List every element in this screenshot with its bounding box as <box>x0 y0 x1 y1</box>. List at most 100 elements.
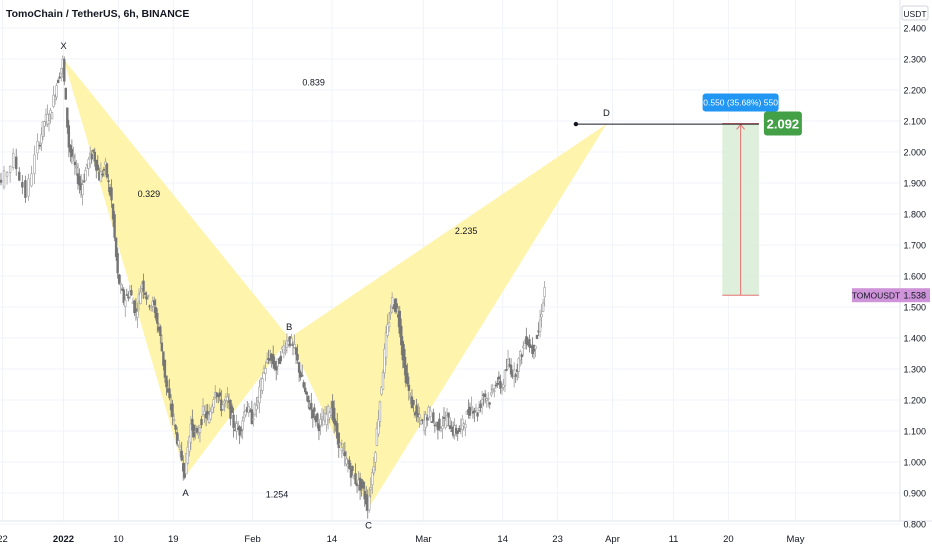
candle-body <box>195 427 199 433</box>
candle-body <box>445 414 449 426</box>
candle-body <box>15 156 18 170</box>
candle-body <box>454 427 458 434</box>
candle-body <box>371 472 374 486</box>
target-badge: 2.092 <box>767 116 800 131</box>
candle-body <box>534 345 537 350</box>
candle-body <box>403 348 406 368</box>
candle-body <box>162 351 165 366</box>
candle-body <box>264 368 267 374</box>
candle-body <box>69 145 72 153</box>
candle-body <box>509 364 513 375</box>
candle-body <box>351 465 354 471</box>
candle-body <box>383 348 386 374</box>
pattern-point-label: A <box>182 488 189 499</box>
candle-body <box>111 204 115 220</box>
candle-body <box>66 107 69 128</box>
candle-body <box>146 295 150 297</box>
candle-body <box>258 386 261 404</box>
pattern-point-label: B <box>286 322 292 333</box>
candle-body <box>221 404 225 410</box>
candle-body <box>261 378 264 391</box>
candle-body <box>209 411 212 420</box>
candle-body <box>494 384 498 387</box>
candle-body <box>442 416 446 419</box>
candle-body <box>497 376 501 380</box>
candle-body <box>206 411 209 415</box>
candle-body <box>493 390 496 393</box>
candle-body <box>175 432 179 445</box>
candle-body <box>473 410 476 413</box>
candle-body <box>247 406 250 413</box>
candle-body <box>304 387 307 393</box>
candle-body <box>160 342 164 352</box>
candle-body <box>168 388 171 399</box>
time-tick-label: Feb <box>244 534 260 545</box>
candle-body <box>273 360 276 370</box>
candle-body <box>172 419 176 421</box>
candle-body <box>337 432 340 448</box>
candle-body <box>345 458 348 465</box>
candle-body <box>186 446 189 464</box>
candle-body <box>107 180 110 183</box>
candle-body <box>84 169 87 181</box>
time-tick-label: 14 <box>327 534 338 545</box>
candle-body <box>78 176 81 186</box>
candle-body <box>464 424 467 429</box>
time-tick-label: 20 <box>723 534 734 545</box>
candle-body <box>387 322 391 328</box>
candle-body <box>203 411 206 415</box>
candle-body <box>198 427 202 433</box>
pattern-triangle-xab <box>63 59 290 476</box>
candle-body <box>381 372 385 390</box>
candle-body <box>389 311 392 315</box>
candle-body <box>49 109 52 115</box>
candle-body <box>439 428 443 431</box>
time-tick-label: 23 <box>552 534 563 545</box>
candle-body <box>317 423 321 432</box>
candle-body <box>418 414 421 418</box>
candle-body <box>284 349 287 352</box>
candle-body <box>235 423 238 432</box>
candle-body <box>311 409 315 419</box>
price-tick-label: 1.900 <box>903 179 926 189</box>
candle-body <box>96 164 100 171</box>
candle-body <box>218 392 222 397</box>
candle-body <box>92 149 95 152</box>
candle-body <box>523 342 527 349</box>
candle-body <box>293 344 296 348</box>
price-tick-label: 1.500 <box>903 303 926 313</box>
candle-body <box>374 452 377 463</box>
candle-body <box>354 473 357 485</box>
time-tick-label: 14 <box>497 534 508 545</box>
candle-body <box>159 326 162 336</box>
pattern-point-label: X <box>60 41 67 52</box>
candle-body <box>90 153 93 160</box>
candle-body <box>429 410 432 418</box>
candle-body <box>134 308 138 312</box>
projection-box[interactable] <box>722 122 759 296</box>
price-tick-label: 1.300 <box>903 365 926 375</box>
target-line-anchor <box>573 121 579 127</box>
candle-body <box>487 397 490 400</box>
candle-body <box>191 418 194 431</box>
candle-body <box>38 144 42 147</box>
candle-body <box>119 282 122 285</box>
candle-body <box>60 68 63 74</box>
candle-body <box>171 403 174 417</box>
candle-body <box>188 436 191 452</box>
candle-body <box>178 446 182 451</box>
candle-body <box>255 405 258 410</box>
candle-body <box>130 290 133 296</box>
candle-body <box>52 94 55 107</box>
candle-body <box>185 453 188 475</box>
candle-body <box>163 359 167 378</box>
harmonic-pattern[interactable] <box>63 59 607 509</box>
candle-body <box>336 423 339 439</box>
price-tick-label: 1.400 <box>903 334 926 344</box>
candle-body <box>180 450 183 461</box>
candle-body <box>520 354 523 358</box>
candle-body <box>47 120 51 125</box>
time-tick-label: Apr <box>605 534 620 545</box>
